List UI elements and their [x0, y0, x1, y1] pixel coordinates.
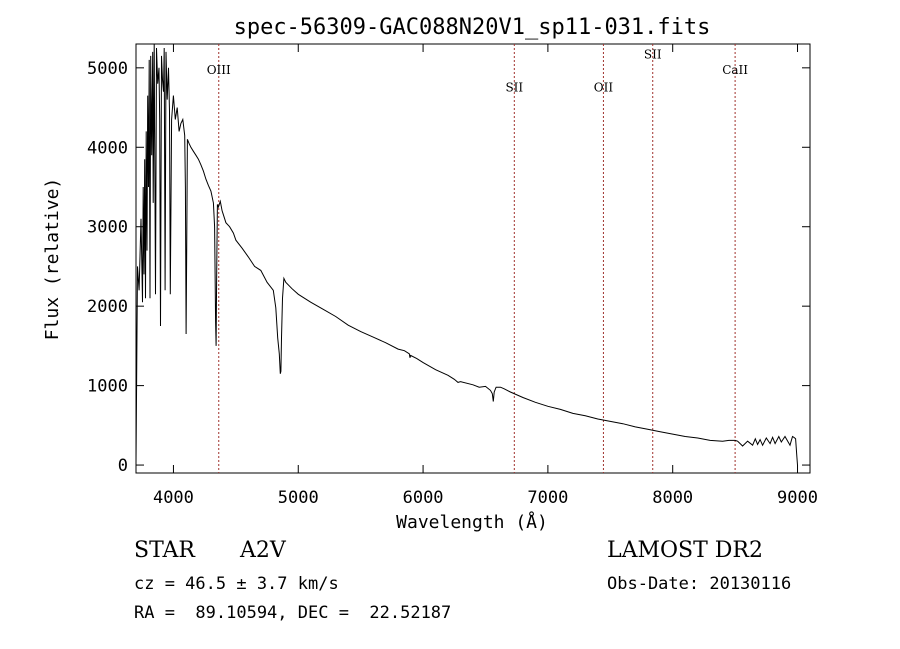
y-tick-label: 1000 — [87, 377, 128, 397]
spectral-line-label: SII — [644, 47, 662, 61]
spectral-line-markers: OIII SII OII SII CaII — [207, 44, 748, 473]
spectral-line-label: OIII — [207, 63, 231, 77]
plot-frame — [135, 43, 811, 474]
x-tick-label: 6000 — [403, 488, 444, 508]
spectral-line-label: CaII — [722, 63, 748, 77]
y-axis-label: Flux (relative) — [42, 178, 63, 341]
y-tick-label: 4000 — [87, 138, 128, 158]
y-tick-label: 0 — [118, 456, 128, 476]
y-tick-label: 2000 — [87, 297, 128, 317]
obs-date: Obs-Date: 20130116 — [607, 574, 792, 594]
x-tick-label: 4000 — [153, 488, 194, 508]
x-tick-label: 8000 — [652, 488, 693, 508]
object-type: STAR — [134, 538, 195, 563]
survey-name: LAMOST DR2 — [607, 538, 763, 563]
spectral-class: A2V — [240, 538, 286, 563]
x-tick-label: 7000 — [527, 488, 568, 508]
y-tick-label: 5000 — [87, 59, 128, 79]
spectral-line-label: OII — [594, 81, 614, 95]
redshift-value: cz = 46.5 ± 3.7 km/s — [134, 574, 339, 594]
x-tick-label: 9000 — [777, 488, 818, 508]
chart-title: spec-56309-GAC088N20V1_sp11-031.fits — [234, 15, 711, 40]
coordinates: RA = 89.10594, DEC = 22.52187 — [134, 603, 452, 623]
spectrum-line — [135, 43, 798, 466]
x-tick-label: 5000 — [278, 488, 319, 508]
spectral-line-label: SII — [505, 81, 523, 95]
axis-ticks: 4000 5000 6000 7000 8000 9000 0 1000 2000 3000 400… — [87, 44, 818, 508]
x-axis-label: Wavelength (Å) — [396, 511, 548, 533]
y-tick-label: 3000 — [87, 218, 128, 238]
